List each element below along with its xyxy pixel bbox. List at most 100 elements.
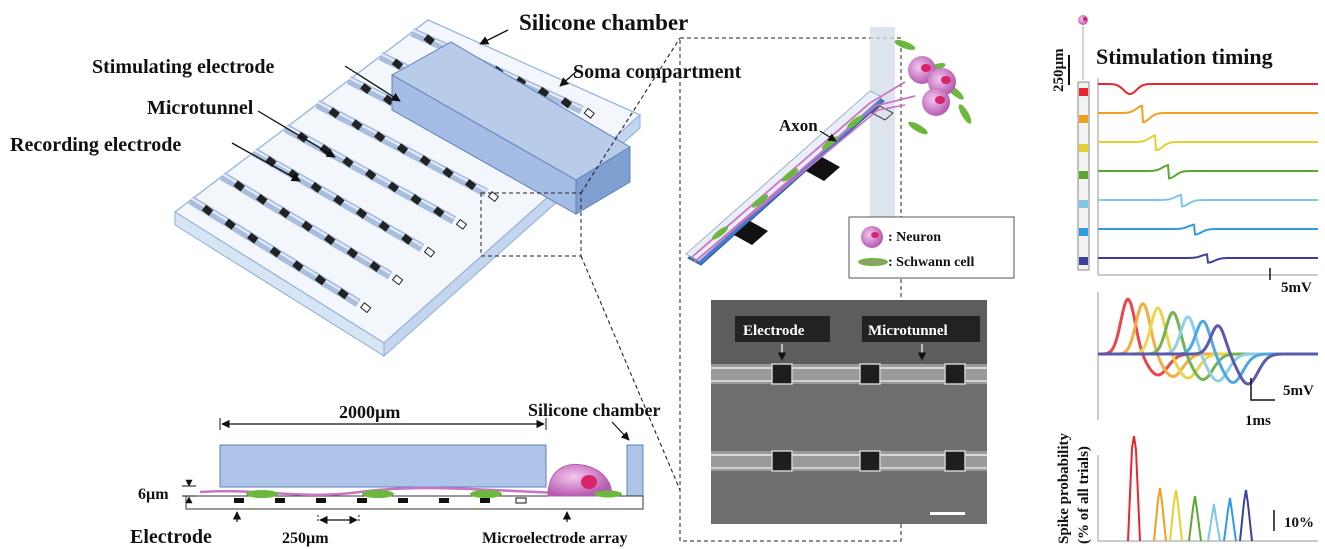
recording-electrode [324, 234, 336, 246]
zoom-axon-3 [693, 104, 906, 263]
sem-scale-bar [930, 512, 965, 515]
label-silicone-chamber-side: Silicone chamber [528, 400, 661, 420]
section-neuron-body [547, 463, 613, 497]
label-6um: 6µm [138, 486, 169, 503]
label-electrode-bottom: Electrode [130, 526, 212, 548]
label-recording-electrode: Recording electrode [10, 134, 181, 156]
zoom-electrode-3 [871, 105, 894, 121]
recording-electrode [373, 131, 386, 143]
label-microtunnel: Microtunnel [147, 97, 254, 119]
spike-peak-5 [1207, 503, 1221, 542]
sem-pads [771, 363, 966, 472]
section-schwann-2 [362, 490, 394, 498]
recording-electrode [364, 169, 377, 181]
recording-electrode [278, 207, 291, 219]
recording-electrode [224, 218, 236, 230]
stacked-trace-3 [1098, 134, 1318, 152]
label-stimulation-timing: Stimulation timing [1096, 44, 1273, 69]
recording-electrode [351, 119, 363, 131]
label-5mv-b: 5mV [1283, 383, 1314, 399]
spike-histogram [1127, 435, 1253, 542]
zoom-axon-1 [691, 81, 906, 258]
section-electrodes [234, 497, 527, 504]
sem-label-electrode: Electrode [743, 323, 805, 339]
recording-electrode [355, 207, 368, 219]
spike-peak-3 [1169, 489, 1183, 542]
section-chamber [219, 444, 547, 488]
stacked-trace-4 [1098, 164, 1318, 180]
recording-electrode [410, 193, 422, 205]
recording-electrode [292, 260, 304, 272]
scale-5mv-1ms-bar [1250, 378, 1275, 401]
overlay-trace-6 [1098, 319, 1318, 385]
section-schwann-3 [470, 490, 502, 498]
stimulating-electrode [423, 246, 436, 258]
recording-electrode [423, 34, 435, 46]
section-schwann-1 [246, 490, 278, 498]
recording-electrode [314, 274, 327, 286]
section-neuron-nucleus [581, 475, 597, 489]
section-schwann-soma [594, 490, 622, 498]
label-microelectrode-array: Microelectrode array [482, 530, 628, 547]
label-stimulating-electrode: Stimulating electrode [92, 56, 275, 78]
section-right-wall [626, 444, 644, 497]
zoom-schematic [685, 27, 972, 266]
spike-peak-1 [1127, 435, 1141, 542]
timing-indicator [1068, 15, 1090, 271]
zoom-wall [870, 27, 895, 262]
stacked-traces [1098, 83, 1318, 264]
label-axon: Axon [779, 116, 818, 135]
overlay-traces [1098, 297, 1318, 386]
recording-electrode [301, 220, 313, 232]
sem-label-bg-microtunnel [862, 316, 980, 342]
recording-electrode [328, 107, 340, 119]
legend-neuron-icon [861, 226, 883, 248]
spike-peak-6 [1223, 497, 1237, 542]
recording-electrode [401, 233, 413, 245]
zoom-axon-2 [696, 95, 916, 261]
label-soma-compartment: Soma compartment [573, 61, 742, 83]
stacked-trace-2 [1098, 104, 1318, 124]
stimulating-electrode [391, 274, 404, 286]
zoom-lines [580, 37, 681, 491]
section-substrate [185, 495, 644, 510]
stacked-trace-1 [1098, 83, 1318, 96]
recording-electrode [419, 155, 431, 167]
stimulating-electrode [455, 218, 468, 230]
cross-section [182, 418, 644, 525]
label-silicone-chamber: Silicone chamber [519, 10, 688, 35]
label-2000um: 2000µm [339, 402, 400, 422]
legend: : Neuron : Schwann cell [848, 216, 1015, 279]
recording-electrode [346, 247, 359, 259]
zoom-electrode-2 [806, 157, 840, 181]
recording-electrode [256, 193, 268, 205]
legend-schwann-label: : Schwann cell [888, 255, 974, 270]
stimulating-electrode [487, 191, 500, 203]
sem-label-bg-electrode [735, 316, 830, 342]
recording-electrode [464, 179, 477, 191]
zoom-neurons [908, 56, 956, 116]
sem-label-microtunnel: Microtunnel [868, 323, 948, 339]
spike-peak-4 [1188, 495, 1202, 542]
legend-neuron-label: : Neuron [888, 230, 941, 245]
label-spike-probability: Spike probability [1056, 432, 1072, 544]
recording-electrode [342, 156, 354, 168]
recording-electrode [247, 232, 259, 244]
label-10pct: 10% [1284, 515, 1314, 531]
recording-electrode [310, 181, 322, 193]
label-250um-pitch: 250µm [282, 530, 329, 547]
label-spike-probability-units: (% of all trials) [1076, 446, 1092, 544]
recording-electrode [391, 58, 404, 70]
stacked-trace-7 [1098, 253, 1318, 264]
recording-electrode [360, 82, 372, 95]
recording-electrode [378, 220, 390, 232]
chamber-side [575, 146, 631, 215]
zoom-box [480, 192, 582, 257]
recording-electrode [560, 97, 573, 109]
recording-electrode [333, 194, 345, 206]
stimulating-electrode [359, 302, 372, 314]
sem-image: Electrode Microtunnel [711, 300, 987, 524]
recording-electrode [396, 143, 409, 155]
recording-electrode [201, 204, 214, 216]
stimulating-electrode [583, 107, 595, 119]
